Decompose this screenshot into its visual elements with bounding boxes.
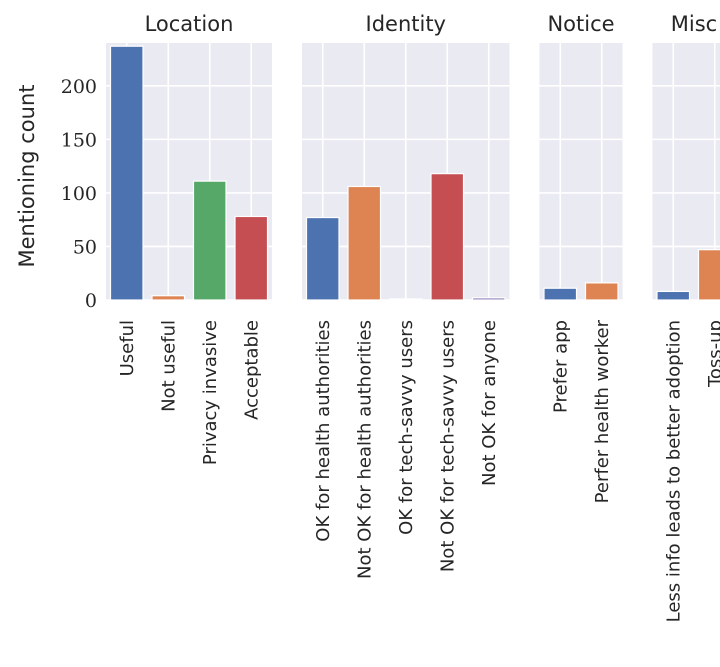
x-tick-label: OK for tech-savvy users bbox=[396, 320, 417, 535]
x-tick-label: Less info leads to better adoption bbox=[663, 320, 684, 622]
panel-background bbox=[539, 43, 623, 300]
x-tick-label: Prefer app bbox=[550, 320, 571, 413]
y-axis-label: Mentioning count bbox=[15, 85, 39, 268]
x-tick-label: OK for health authorities bbox=[313, 320, 334, 542]
panel-title: Notice bbox=[547, 12, 614, 36]
y-tick-label: 50 bbox=[73, 236, 97, 258]
bar bbox=[347, 185, 382, 301]
y-tick-label: 100 bbox=[61, 183, 97, 205]
bar bbox=[388, 298, 423, 301]
bar bbox=[151, 295, 186, 301]
x-tick-label: Perfer health worker bbox=[592, 319, 613, 503]
bar bbox=[192, 180, 227, 301]
bar bbox=[471, 297, 506, 301]
y-tick-label: 0 bbox=[85, 290, 97, 312]
bar bbox=[543, 287, 578, 301]
x-tick-label: Not OK for anyone bbox=[479, 320, 500, 486]
x-tick-label: Not useful bbox=[158, 320, 179, 412]
panel-title: Location bbox=[145, 12, 234, 36]
x-tick-label: Acceptable bbox=[241, 320, 262, 420]
bar bbox=[305, 216, 340, 301]
x-tick-label: Privacy invasive bbox=[200, 320, 221, 465]
bar bbox=[656, 290, 691, 301]
y-tick-label: 200 bbox=[61, 76, 97, 98]
x-tick-label: Not OK for tech-savvy users bbox=[437, 320, 458, 572]
bar bbox=[430, 173, 465, 301]
bar bbox=[234, 215, 269, 301]
panel-title: Identity bbox=[366, 12, 446, 36]
bar bbox=[109, 45, 144, 301]
x-tick-label: Not OK for health authorities bbox=[354, 320, 375, 579]
bar bbox=[584, 282, 619, 301]
x-tick-label: Toss-up bbox=[705, 320, 720, 388]
x-tick-label: Useful bbox=[117, 320, 138, 376]
panel-title: Misc bbox=[671, 12, 717, 36]
y-tick-label: 150 bbox=[61, 129, 97, 151]
bar bbox=[697, 249, 720, 301]
